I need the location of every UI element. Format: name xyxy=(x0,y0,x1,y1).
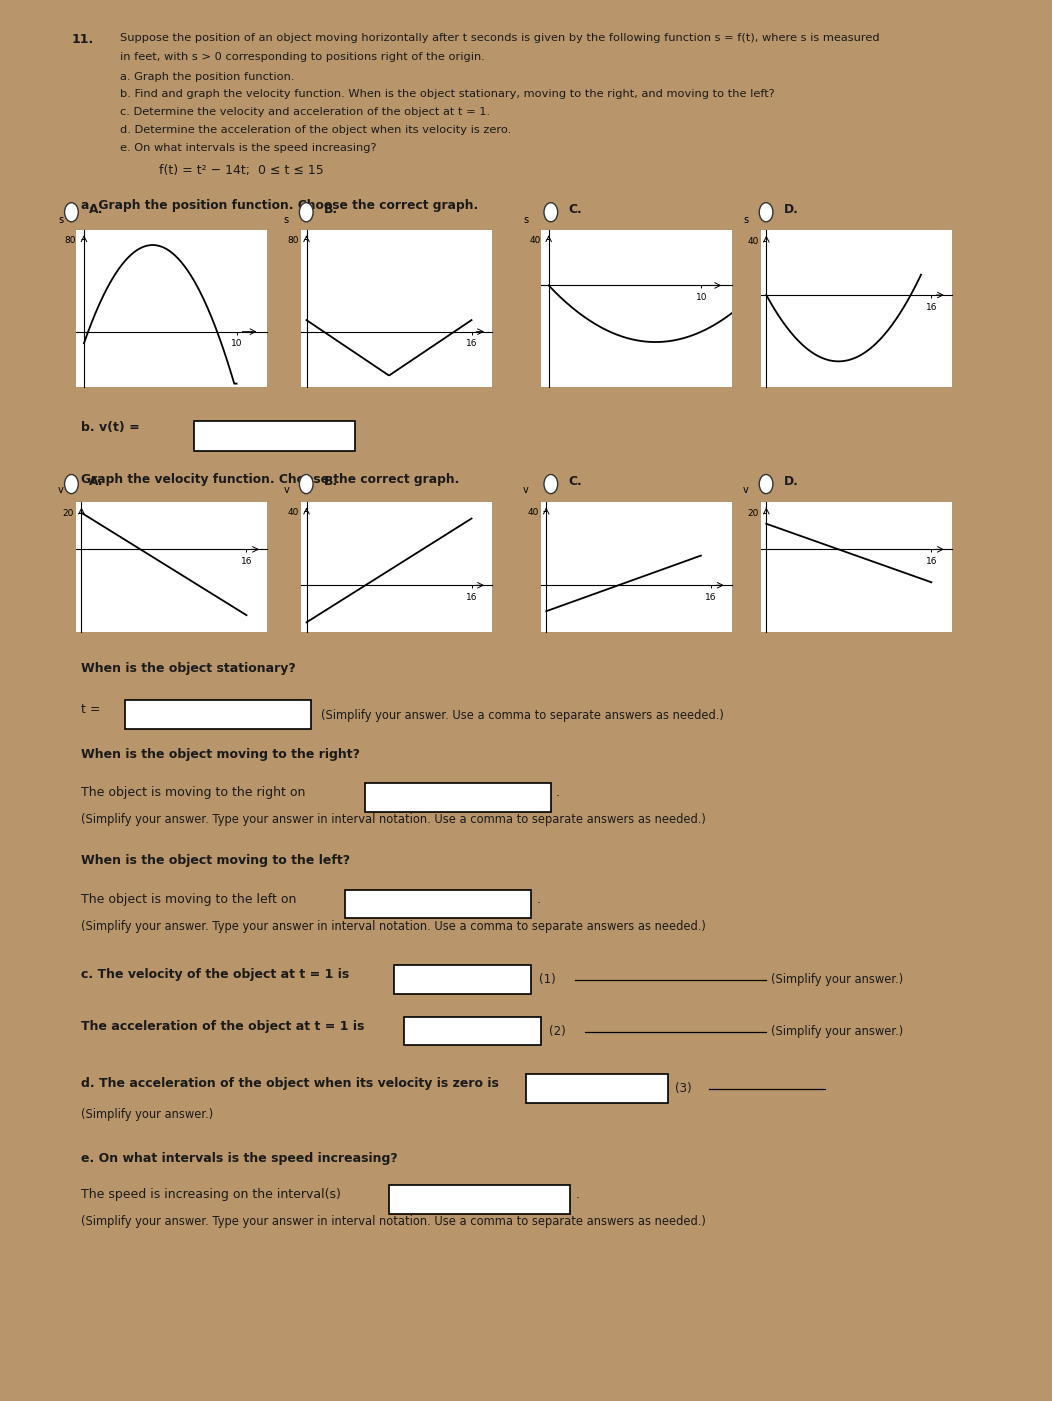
Text: C.: C. xyxy=(568,203,582,216)
Text: (Simplify your answer. Use a comma to separate answers as needed.): (Simplify your answer. Use a comma to se… xyxy=(321,709,724,723)
Circle shape xyxy=(300,475,313,493)
Bar xyxy=(365,783,551,813)
Text: t =: t = xyxy=(81,703,101,716)
Circle shape xyxy=(544,203,558,221)
Y-axis label: v: v xyxy=(283,485,289,496)
Text: A.: A. xyxy=(89,475,103,488)
Text: e. On what intervals is the speed increasing?: e. On what intervals is the speed increa… xyxy=(81,1152,398,1166)
Text: When is the object stationary?: When is the object stationary? xyxy=(81,661,296,675)
Y-axis label: v: v xyxy=(743,485,749,496)
Bar xyxy=(194,422,356,451)
Text: The object is moving to the right on: The object is moving to the right on xyxy=(81,786,305,799)
Text: (Simplify your answer. Type your answer in interval notation. Use a comma to sep: (Simplify your answer. Type your answer … xyxy=(81,920,706,933)
Bar xyxy=(389,1185,570,1213)
Text: D.: D. xyxy=(784,203,798,216)
Y-axis label: v: v xyxy=(523,485,529,496)
Text: b. Find and graph the velocity function. When is the object stationary, moving t: b. Find and graph the velocity function.… xyxy=(120,90,775,99)
Y-axis label: s: s xyxy=(523,216,528,226)
Text: When is the object moving to the left?: When is the object moving to the left? xyxy=(81,855,350,867)
Text: b. v(t) =: b. v(t) = xyxy=(81,422,140,434)
Text: (Simplify your answer.): (Simplify your answer.) xyxy=(771,1026,904,1038)
Text: B.: B. xyxy=(324,203,338,216)
Circle shape xyxy=(760,475,773,493)
Y-axis label: s: s xyxy=(284,216,288,226)
Text: e. On what intervals is the speed increasing?: e. On what intervals is the speed increa… xyxy=(120,143,377,153)
Y-axis label: s: s xyxy=(59,216,63,226)
Text: (Simplify your answer. Type your answer in interval notation. Use a comma to sep: (Simplify your answer. Type your answer … xyxy=(81,1215,706,1227)
Bar xyxy=(125,700,311,729)
Text: (1): (1) xyxy=(539,974,555,986)
Circle shape xyxy=(544,475,558,493)
Circle shape xyxy=(300,203,313,221)
Text: (Simplify your answer.): (Simplify your answer.) xyxy=(81,1108,214,1121)
Text: d. The acceleration of the object when its velocity is zero is: d. The acceleration of the object when i… xyxy=(81,1077,499,1090)
Text: Graph the velocity function. Choose the correct graph.: Graph the velocity function. Choose the … xyxy=(81,474,460,486)
Text: The acceleration of the object at t = 1 is: The acceleration of the object at t = 1 … xyxy=(81,1020,365,1033)
Text: Suppose the position of an object moving horizontally after t seconds is given b: Suppose the position of an object moving… xyxy=(120,34,879,43)
Text: .: . xyxy=(575,1188,580,1201)
Text: c. Determine the velocity and acceleration of the object at t = 1.: c. Determine the velocity and accelerati… xyxy=(120,106,490,118)
Y-axis label: s: s xyxy=(744,216,748,226)
Circle shape xyxy=(64,203,78,221)
Text: f(t) = t² − 14t;  0 ≤ t ≤ 15: f(t) = t² − 14t; 0 ≤ t ≤ 15 xyxy=(160,164,324,178)
Text: c. The velocity of the object at t = 1 is: c. The velocity of the object at t = 1 i… xyxy=(81,968,349,981)
Circle shape xyxy=(64,475,78,493)
Text: a. Graph the position function. Choose the correct graph.: a. Graph the position function. Choose t… xyxy=(81,199,479,212)
Text: A.: A. xyxy=(89,203,103,216)
Y-axis label: v: v xyxy=(58,485,64,496)
Text: (2): (2) xyxy=(549,1026,566,1038)
Text: B.: B. xyxy=(324,475,338,488)
Text: (Simplify your answer. Type your answer in interval notation. Use a comma to sep: (Simplify your answer. Type your answer … xyxy=(81,814,706,827)
Text: 11.: 11. xyxy=(72,34,94,46)
Bar xyxy=(404,1017,541,1045)
Bar xyxy=(345,890,531,919)
Bar xyxy=(394,965,531,993)
Bar xyxy=(526,1075,668,1103)
Text: (3): (3) xyxy=(675,1083,692,1096)
Text: in feet, with s > 0 corresponding to positions right of the origin.: in feet, with s > 0 corresponding to pos… xyxy=(120,52,485,63)
Text: .: . xyxy=(555,786,560,799)
Text: (Simplify your answer.): (Simplify your answer.) xyxy=(771,974,904,986)
Text: The object is moving to the left on: The object is moving to the left on xyxy=(81,892,297,905)
Text: a. Graph the position function.: a. Graph the position function. xyxy=(120,71,295,81)
Text: .: . xyxy=(537,892,540,905)
Text: D.: D. xyxy=(784,475,798,488)
Text: When is the object moving to the right?: When is the object moving to the right? xyxy=(81,748,360,761)
Text: The speed is increasing on the interval(s): The speed is increasing on the interval(… xyxy=(81,1188,341,1201)
Text: d. Determine the acceleration of the object when its velocity is zero.: d. Determine the acceleration of the obj… xyxy=(120,125,511,134)
Text: C.: C. xyxy=(568,475,582,488)
Circle shape xyxy=(760,203,773,221)
